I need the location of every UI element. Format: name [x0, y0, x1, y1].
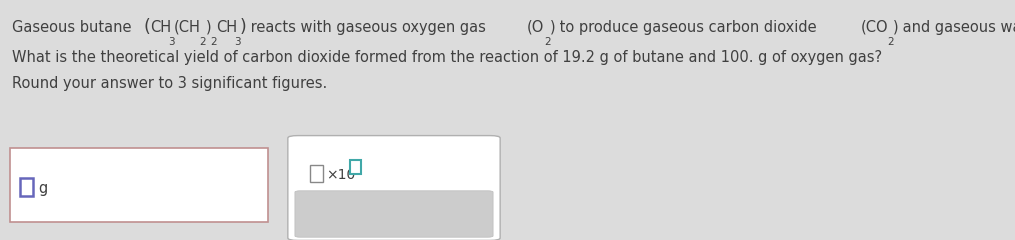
- FancyBboxPatch shape: [295, 191, 493, 237]
- Text: ): ): [240, 18, 247, 36]
- Text: ): ): [893, 20, 898, 35]
- FancyBboxPatch shape: [288, 136, 500, 240]
- Text: ×: ×: [345, 206, 358, 222]
- Text: 2: 2: [544, 37, 550, 47]
- Text: ×10: ×10: [326, 168, 355, 182]
- FancyBboxPatch shape: [10, 148, 268, 222]
- Text: 2: 2: [210, 37, 217, 47]
- Text: to produce gaseous carbon dioxide: to produce gaseous carbon dioxide: [555, 20, 821, 35]
- Text: ): ): [205, 20, 211, 35]
- Text: 3: 3: [167, 37, 175, 47]
- Text: What is the theoretical yield of carbon dioxide formed from the reaction of 19.2: What is the theoretical yield of carbon …: [12, 50, 882, 65]
- Text: reacts with gaseous oxygen gas: reacts with gaseous oxygen gas: [247, 20, 491, 35]
- FancyBboxPatch shape: [20, 178, 33, 196]
- Text: Gaseous butane: Gaseous butane: [12, 20, 136, 35]
- Text: CH: CH: [216, 20, 238, 35]
- Text: (: (: [143, 18, 150, 36]
- Text: (CO: (CO: [861, 20, 888, 35]
- Text: (CH: (CH: [174, 20, 200, 35]
- Text: g: g: [38, 180, 48, 196]
- Text: 2: 2: [200, 37, 206, 47]
- FancyBboxPatch shape: [350, 160, 360, 174]
- Text: Round your answer to 3 significant figures.: Round your answer to 3 significant figur…: [12, 76, 327, 91]
- Text: CH: CH: [150, 20, 172, 35]
- Text: 3: 3: [233, 37, 241, 47]
- Text: 2: 2: [887, 37, 894, 47]
- Text: ): ): [550, 20, 555, 35]
- Text: (O: (O: [527, 20, 544, 35]
- Text: ↺: ↺: [429, 205, 444, 223]
- FancyBboxPatch shape: [310, 165, 323, 182]
- Text: and gaseous water: and gaseous water: [898, 20, 1015, 35]
